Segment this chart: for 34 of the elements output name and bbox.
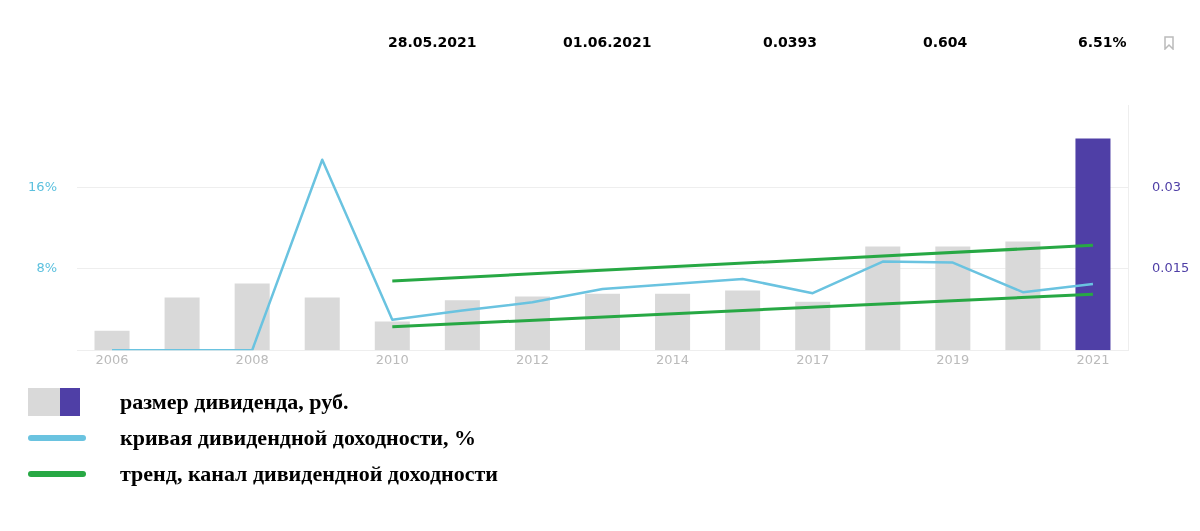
bar (865, 246, 901, 351)
y2-tick-label: 0.03 (1152, 178, 1181, 194)
x-tick-label: 2008 (235, 352, 269, 368)
x-tick-label: 2019 (936, 352, 970, 368)
x-tick-label: 2017 (796, 352, 830, 368)
bar (935, 246, 971, 351)
text: 01.06.2021 (563, 34, 652, 50)
x-tick-label: 2021 (1076, 352, 1110, 368)
y2-tick-label: 0.015 (1152, 260, 1190, 276)
x-tick-label: 2012 (515, 352, 549, 368)
bar (374, 321, 410, 351)
text: 0.0393 (763, 34, 818, 50)
legend-label: размер дивиденда, руб. (120, 389, 349, 415)
bar (164, 297, 200, 351)
bar (795, 301, 831, 351)
bar (94, 330, 130, 351)
bar (1005, 241, 1041, 351)
legend-label: кривая дивидендной доходности, % (120, 425, 476, 451)
text: 0.604 (923, 34, 968, 50)
text: 28.05.2021 (388, 34, 477, 50)
y-tick-label: 8% (36, 260, 57, 276)
bar (1075, 138, 1111, 351)
bar (514, 296, 550, 351)
bar (304, 297, 340, 351)
bar (725, 290, 761, 351)
bar (234, 283, 270, 351)
bar (584, 293, 621, 351)
legend-label: тренд, канал дивидендной доходности (120, 461, 499, 487)
x-tick-label: 2006 (95, 352, 129, 368)
bar (655, 293, 691, 351)
x-tick-label: 2010 (375, 352, 409, 368)
x-tick-label: 2014 (656, 352, 690, 368)
text: 6.51% (1078, 34, 1127, 50)
y-tick-label: 16% (28, 178, 57, 194)
